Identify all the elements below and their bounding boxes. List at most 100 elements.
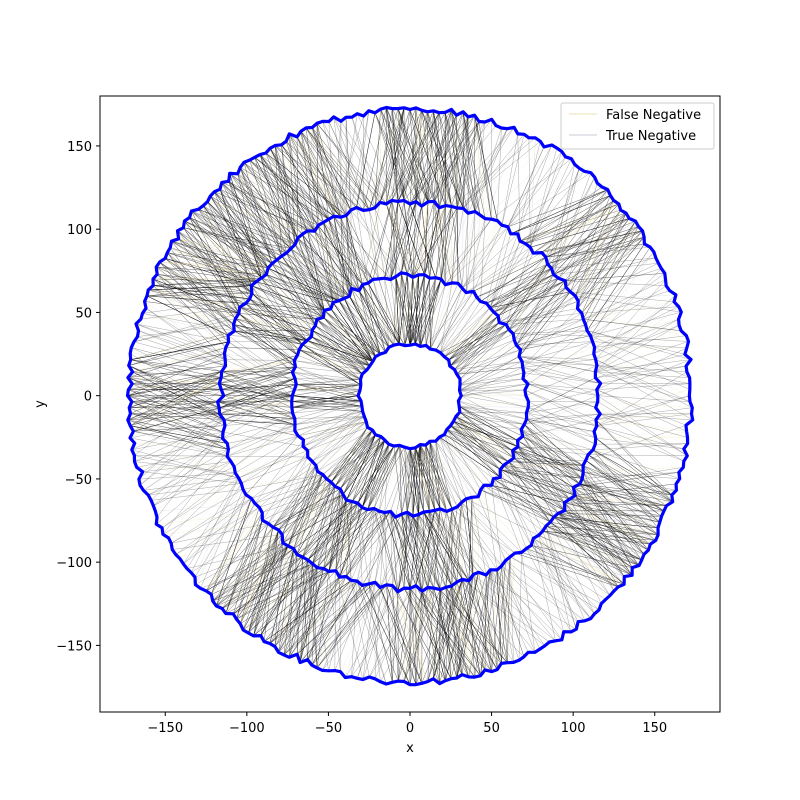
edge-line (133, 313, 239, 343)
edge-line (478, 572, 498, 670)
edge-line (501, 171, 585, 226)
edge-line (409, 588, 423, 684)
edge-line (449, 312, 494, 367)
edge-line (225, 512, 263, 614)
edge-line (262, 474, 323, 513)
edge-line (456, 367, 523, 375)
edge-line (131, 347, 222, 372)
edge-line (361, 445, 400, 508)
edge-line (401, 514, 411, 589)
edge-line (328, 503, 359, 572)
edge-line (302, 405, 363, 447)
edge-line (465, 211, 476, 293)
edge-line (440, 508, 502, 566)
edge-line (333, 116, 387, 205)
edge-line (339, 507, 363, 578)
edge-line (512, 450, 574, 488)
edge-line (228, 340, 308, 343)
edge-line (311, 421, 367, 462)
edge-line (430, 287, 463, 350)
edge-line (168, 472, 236, 539)
edge-line (434, 510, 479, 573)
edge-line (522, 330, 588, 379)
edge-line (463, 127, 515, 209)
edge-line (595, 306, 679, 372)
edge-line (516, 330, 588, 346)
edge-line (433, 588, 458, 679)
edge-line (293, 471, 318, 549)
edge-line (307, 421, 367, 458)
edge-line (440, 292, 467, 353)
edge-line (302, 344, 370, 367)
edge-line (596, 290, 670, 366)
edge-line (397, 514, 419, 592)
edge-line (473, 256, 546, 292)
edge-line (406, 512, 429, 588)
edge-line (184, 220, 269, 269)
edge-line (259, 154, 335, 217)
edge-line (564, 510, 659, 536)
edge-line (221, 366, 296, 372)
edge-line (287, 465, 317, 547)
edge-line (592, 268, 662, 342)
edge-line (219, 378, 296, 409)
edge-line (338, 300, 386, 353)
edge-line (590, 285, 667, 337)
edge-line (588, 431, 687, 455)
edge-line (527, 383, 598, 396)
edge-line (191, 210, 278, 261)
edge-line (527, 383, 596, 408)
edge-line (134, 438, 223, 462)
edge-line (522, 361, 596, 373)
edge-line (323, 222, 352, 289)
edge-line (251, 285, 318, 320)
edge-line (445, 587, 508, 663)
edge-line (299, 568, 324, 663)
edge-line (291, 400, 362, 408)
edge-line (440, 312, 494, 353)
edge-line (526, 401, 598, 414)
edge-line (146, 293, 252, 297)
edge-line (427, 111, 440, 208)
edge-line (311, 336, 373, 362)
edge-line (349, 296, 386, 353)
edge-line (225, 520, 263, 614)
edge-line (409, 448, 414, 517)
edge-line (144, 301, 239, 314)
edge-line (520, 335, 591, 350)
edge-line (582, 465, 665, 512)
edge-line (328, 121, 370, 210)
edge-line (334, 570, 337, 671)
edge-line (459, 344, 517, 386)
edge-line (133, 341, 226, 367)
edge-line (459, 390, 526, 396)
y-axis-label: y (33, 400, 48, 408)
edge-line (435, 291, 474, 351)
edge-line (415, 585, 475, 678)
edge-line (583, 318, 682, 332)
edge-line (294, 244, 318, 320)
edge-line (597, 395, 691, 402)
edge-line (526, 418, 586, 461)
edge-line (564, 502, 651, 545)
edge-line (510, 556, 600, 611)
edge-line (256, 281, 324, 318)
edge-line (295, 366, 361, 391)
edge-line (217, 378, 296, 403)
edge-line (513, 333, 591, 337)
edge-line (585, 226, 639, 325)
edge-line (424, 274, 427, 346)
edge-line (530, 137, 536, 248)
edge-line (583, 279, 666, 320)
edge-line (553, 516, 642, 561)
edge-line (235, 456, 308, 474)
edge-line (459, 339, 515, 380)
edge-line (219, 383, 295, 419)
edge-line (363, 210, 380, 279)
edge-line (153, 277, 262, 286)
edge-line (517, 440, 584, 473)
edge-line (127, 383, 220, 421)
edge-line (454, 361, 523, 370)
edge-line (265, 152, 335, 217)
